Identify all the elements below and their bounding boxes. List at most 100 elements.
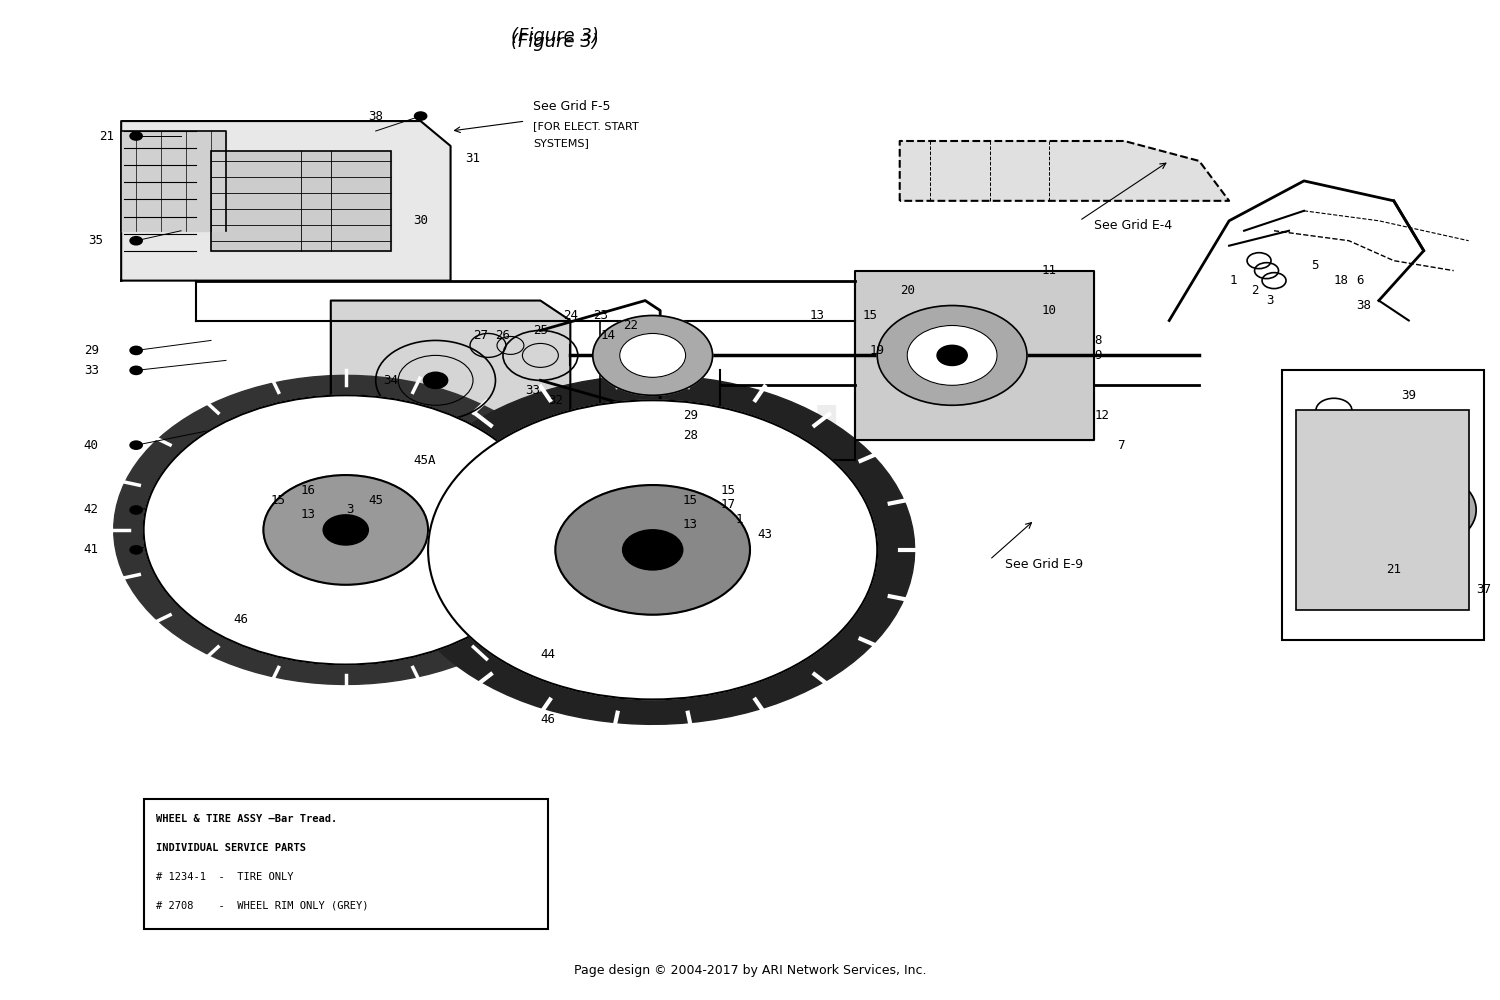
Circle shape <box>130 441 142 449</box>
Text: Page design © 2004-2017 by ARI Network Services, Inc.: Page design © 2004-2017 by ARI Network S… <box>573 964 926 977</box>
Circle shape <box>555 485 750 615</box>
Circle shape <box>1401 500 1431 520</box>
Text: 13: 13 <box>302 508 316 521</box>
Text: 3: 3 <box>1266 294 1274 307</box>
Text: 34: 34 <box>382 374 398 387</box>
Polygon shape <box>900 141 1228 201</box>
Polygon shape <box>114 375 578 684</box>
Text: 23: 23 <box>592 309 608 322</box>
Text: 5: 5 <box>1311 259 1318 272</box>
Text: 12: 12 <box>1095 409 1110 422</box>
Text: ARI: ARI <box>654 402 846 499</box>
Text: 1: 1 <box>1228 274 1236 287</box>
Polygon shape <box>855 271 1095 440</box>
Text: 3: 3 <box>346 503 354 516</box>
Text: 38: 38 <box>1356 299 1371 312</box>
Text: # 1234-1  -  TIRE ONLY: # 1234-1 - TIRE ONLY <box>156 872 292 882</box>
Circle shape <box>938 345 968 365</box>
Text: See Grid E-4: See Grid E-4 <box>1095 219 1173 232</box>
Text: 9: 9 <box>1095 349 1102 362</box>
Text: 18: 18 <box>1334 274 1348 287</box>
Circle shape <box>427 400 878 699</box>
Text: 15: 15 <box>682 494 698 507</box>
Text: 41: 41 <box>84 543 99 556</box>
Text: 19: 19 <box>870 344 885 357</box>
Text: (Figure 3): (Figure 3) <box>512 33 600 51</box>
Text: 33: 33 <box>525 384 540 397</box>
Circle shape <box>423 372 447 388</box>
Bar <box>1296 410 1468 610</box>
Text: 31: 31 <box>465 152 480 165</box>
Text: 35: 35 <box>88 234 104 247</box>
Text: 39: 39 <box>1401 389 1416 402</box>
Text: 46: 46 <box>234 613 249 626</box>
Text: (Figure 3): (Figure 3) <box>512 27 600 45</box>
Circle shape <box>144 395 548 665</box>
Text: 46: 46 <box>540 713 555 726</box>
Polygon shape <box>122 121 450 281</box>
Text: 11: 11 <box>1042 264 1058 277</box>
Text: 30: 30 <box>413 214 428 227</box>
Text: 14: 14 <box>600 329 615 342</box>
Bar <box>1281 370 1484 640</box>
Text: 33: 33 <box>84 364 99 377</box>
Text: 28: 28 <box>682 429 698 442</box>
Text: 27: 27 <box>472 329 488 342</box>
Text: 1: 1 <box>735 513 742 526</box>
Text: 26: 26 <box>495 329 510 342</box>
Text: 6: 6 <box>1356 274 1364 287</box>
Text: 22: 22 <box>622 319 638 332</box>
Text: 17: 17 <box>720 498 735 511</box>
Circle shape <box>908 325 998 385</box>
Text: 24: 24 <box>562 309 578 322</box>
Bar <box>211 151 390 251</box>
Text: 15: 15 <box>272 494 286 507</box>
Circle shape <box>130 366 142 374</box>
Text: 8: 8 <box>1095 334 1102 347</box>
Text: 13: 13 <box>810 309 825 322</box>
Circle shape <box>620 333 686 377</box>
Circle shape <box>324 515 368 545</box>
Text: 43: 43 <box>758 528 772 541</box>
Text: SYSTEMS]: SYSTEMS] <box>532 138 590 148</box>
Text: 15: 15 <box>720 484 735 497</box>
Text: 20: 20 <box>900 284 915 297</box>
Text: 21: 21 <box>99 130 114 143</box>
Text: 13: 13 <box>682 518 698 531</box>
Circle shape <box>592 316 712 395</box>
Text: 40: 40 <box>84 439 99 452</box>
Text: 45A: 45A <box>413 454 435 467</box>
Text: [FOR ELECT. START: [FOR ELECT. START <box>532 121 639 131</box>
Text: 37: 37 <box>1476 583 1491 596</box>
Text: 29: 29 <box>84 344 99 357</box>
Text: WHEEL & TIRE ASSY —Bar Tread.: WHEEL & TIRE ASSY —Bar Tread. <box>156 814 338 824</box>
Bar <box>211 151 390 251</box>
Circle shape <box>1356 470 1476 550</box>
Polygon shape <box>332 301 570 460</box>
Text: 44: 44 <box>540 648 555 661</box>
Text: 10: 10 <box>1042 304 1058 317</box>
Text: See Grid F-5: See Grid F-5 <box>532 100 610 113</box>
Circle shape <box>130 132 142 140</box>
Text: 16: 16 <box>302 484 316 497</box>
Polygon shape <box>392 375 915 724</box>
Text: 21: 21 <box>1386 563 1401 576</box>
Circle shape <box>264 475 428 585</box>
Text: # 2708    -  WHEEL RIM ONLY (GREY): # 2708 - WHEEL RIM ONLY (GREY) <box>156 901 368 911</box>
Circle shape <box>130 346 142 354</box>
Circle shape <box>622 530 682 570</box>
Circle shape <box>130 546 142 554</box>
Text: 29: 29 <box>682 409 698 422</box>
Text: 45: 45 <box>368 494 382 507</box>
Text: INDIVIDUAL SERVICE PARTS: INDIVIDUAL SERVICE PARTS <box>156 843 306 853</box>
Text: 38: 38 <box>368 110 382 123</box>
Text: 2: 2 <box>1251 284 1258 297</box>
Text: 15: 15 <box>862 309 877 322</box>
Circle shape <box>130 237 142 245</box>
Text: 7: 7 <box>1118 439 1125 452</box>
Circle shape <box>130 506 142 514</box>
Text: 32: 32 <box>548 394 562 407</box>
Polygon shape <box>122 131 226 231</box>
Text: 42: 42 <box>84 503 99 516</box>
Bar <box>144 799 548 929</box>
